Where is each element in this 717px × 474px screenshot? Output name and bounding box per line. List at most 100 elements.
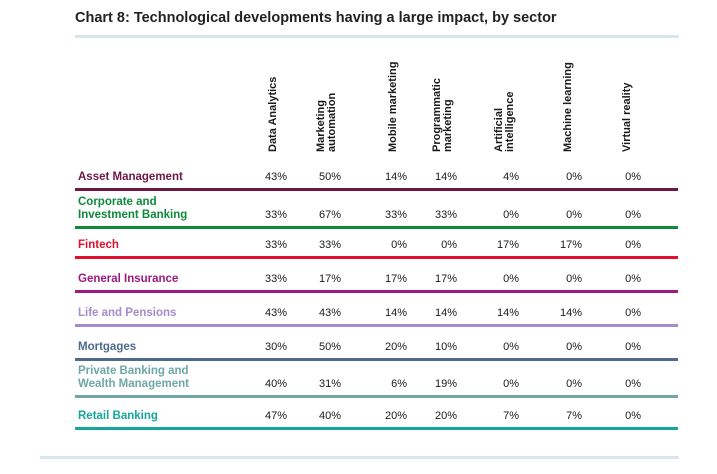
sector-label-line: Retail Banking: [78, 410, 158, 422]
sector-label: Corporate and Investment Banking: [78, 196, 187, 222]
row-divider: [75, 256, 678, 259]
cell-value: 0%: [625, 273, 641, 285]
cell-value: 17%: [318, 273, 341, 285]
sector-label-line: Asset Management: [78, 171, 183, 183]
cell-value: 14%: [559, 307, 582, 319]
cell-value: 0%: [566, 273, 582, 285]
table-row: Private Banking and Wealth Management 40% 3…: [75, 364, 678, 398]
cell-value: 14%: [384, 307, 407, 319]
cell-value: 40%: [318, 410, 341, 422]
cell-value: 14%: [434, 307, 457, 319]
title-divider: [75, 35, 679, 38]
cell-value: 7%: [566, 410, 582, 422]
sector-label: Asset Management: [78, 171, 183, 184]
sector-label-line: Corporate and: [78, 196, 157, 208]
cell-value: 0%: [625, 378, 641, 390]
row-divider: [75, 395, 678, 398]
cell-value: 40%: [264, 378, 287, 390]
cell-value: 0%: [503, 378, 519, 390]
cell-value: 17%: [434, 273, 457, 285]
table-row: Corporate and Investment Banking 33% 67% 33%…: [75, 195, 678, 229]
row-divider: [75, 324, 678, 327]
cell-value: 43%: [264, 307, 287, 319]
sector-label: Private Banking and Wealth Management: [78, 365, 189, 391]
cell-value: 20%: [384, 410, 407, 422]
table-row: Fintech 33% 33% 0% 0% 17% 17% 0%: [75, 225, 678, 259]
cell-value: 20%: [434, 410, 457, 422]
cell-value: 7%: [503, 410, 519, 422]
cell-value: 0%: [566, 171, 582, 183]
cell-value: 50%: [318, 341, 341, 353]
cell-value: 0%: [503, 209, 519, 221]
cell-value: 0%: [625, 239, 641, 251]
cell-value: 67%: [318, 209, 341, 221]
cell-value: 31%: [318, 378, 341, 390]
cell-value: 0%: [625, 209, 641, 221]
row-divider: [75, 188, 678, 191]
cell-value: 17%: [384, 273, 407, 285]
cell-value: 33%: [264, 209, 287, 221]
cell-value: 6%: [391, 378, 407, 390]
sector-label: Retail Banking: [78, 410, 158, 423]
column-header-line: Mobile marketing: [386, 61, 399, 152]
table-row: Life and Pensions 43% 43% 14% 14% 14% 14% 0%: [75, 293, 678, 327]
cell-value: 33%: [264, 239, 287, 251]
sector-label: Life and Pensions: [78, 307, 176, 320]
sector-label-line: Wealth Management: [78, 378, 189, 390]
row-divider: [75, 358, 678, 361]
cell-value: 43%: [318, 307, 341, 319]
sector-label-line: General Insurance: [78, 273, 179, 285]
cell-value: 50%: [318, 171, 341, 183]
column-header-line: Virtual reality: [620, 82, 633, 153]
cell-value: 4%: [503, 171, 519, 183]
sector-label-line: Private Banking and: [78, 365, 189, 377]
cell-value: 0%: [566, 341, 582, 353]
cell-value: 33%: [434, 209, 457, 221]
row-divider: [75, 226, 678, 229]
column-header-line: automation: [326, 92, 338, 152]
cell-value: 0%: [566, 209, 582, 221]
column-header-line: marketing: [442, 99, 454, 152]
column-header-line: Machine learning: [561, 62, 574, 152]
table-row: Mortgages 30% 50% 20% 10% 0% 0% 0%: [75, 327, 678, 361]
table-row: Retail Banking 47% 40% 20% 20% 7% 7% 0%: [75, 396, 678, 430]
cell-value: 14%: [496, 307, 519, 319]
sector-label-line: Life and Pensions: [78, 307, 177, 319]
cell-value: 33%: [264, 273, 287, 285]
cell-value: 30%: [264, 341, 287, 353]
cell-value: 0%: [503, 341, 519, 353]
footer-divider: [40, 456, 679, 459]
sector-label: Fintech: [78, 239, 119, 252]
cell-value: 0%: [566, 378, 582, 390]
column-header-line: intelligence: [504, 91, 516, 152]
cell-value: 0%: [625, 410, 641, 422]
cell-value: 20%: [384, 341, 407, 353]
table-row: General Insurance 33% 17% 17% 17% 0% 0% 0%: [75, 259, 678, 293]
cell-value: 19%: [434, 378, 457, 390]
cell-value: 14%: [434, 171, 457, 183]
cell-value: 0%: [391, 239, 407, 251]
sector-label: Mortgages: [78, 341, 136, 354]
chart-title: Chart 8: Technological developments havi…: [75, 10, 557, 26]
table-row: Asset Management 43% 50% 14% 14% 4% 0% 0%: [75, 157, 678, 191]
sector-label-line: Fintech: [78, 239, 119, 251]
sector-label-line: Investment Banking: [78, 209, 188, 221]
cell-value: 17%: [559, 239, 582, 251]
cell-value: 0%: [441, 239, 457, 251]
cell-value: 14%: [384, 171, 407, 183]
cell-value: 0%: [503, 273, 519, 285]
sector-label-line: Mortgages: [78, 341, 137, 353]
cell-value: 10%: [434, 341, 457, 353]
cell-value: 33%: [384, 209, 407, 221]
row-divider: [75, 290, 678, 293]
cell-value: 0%: [625, 307, 641, 319]
row-divider: [75, 427, 678, 430]
cell-value: 0%: [625, 341, 641, 353]
cell-value: 0%: [625, 171, 641, 183]
sector-label: General Insurance: [78, 273, 178, 286]
cell-value: 47%: [264, 410, 287, 422]
cell-value: 17%: [496, 239, 519, 251]
column-header-line: Data Analytics: [266, 76, 279, 152]
cell-value: 33%: [318, 239, 341, 251]
cell-value: 43%: [264, 171, 287, 183]
